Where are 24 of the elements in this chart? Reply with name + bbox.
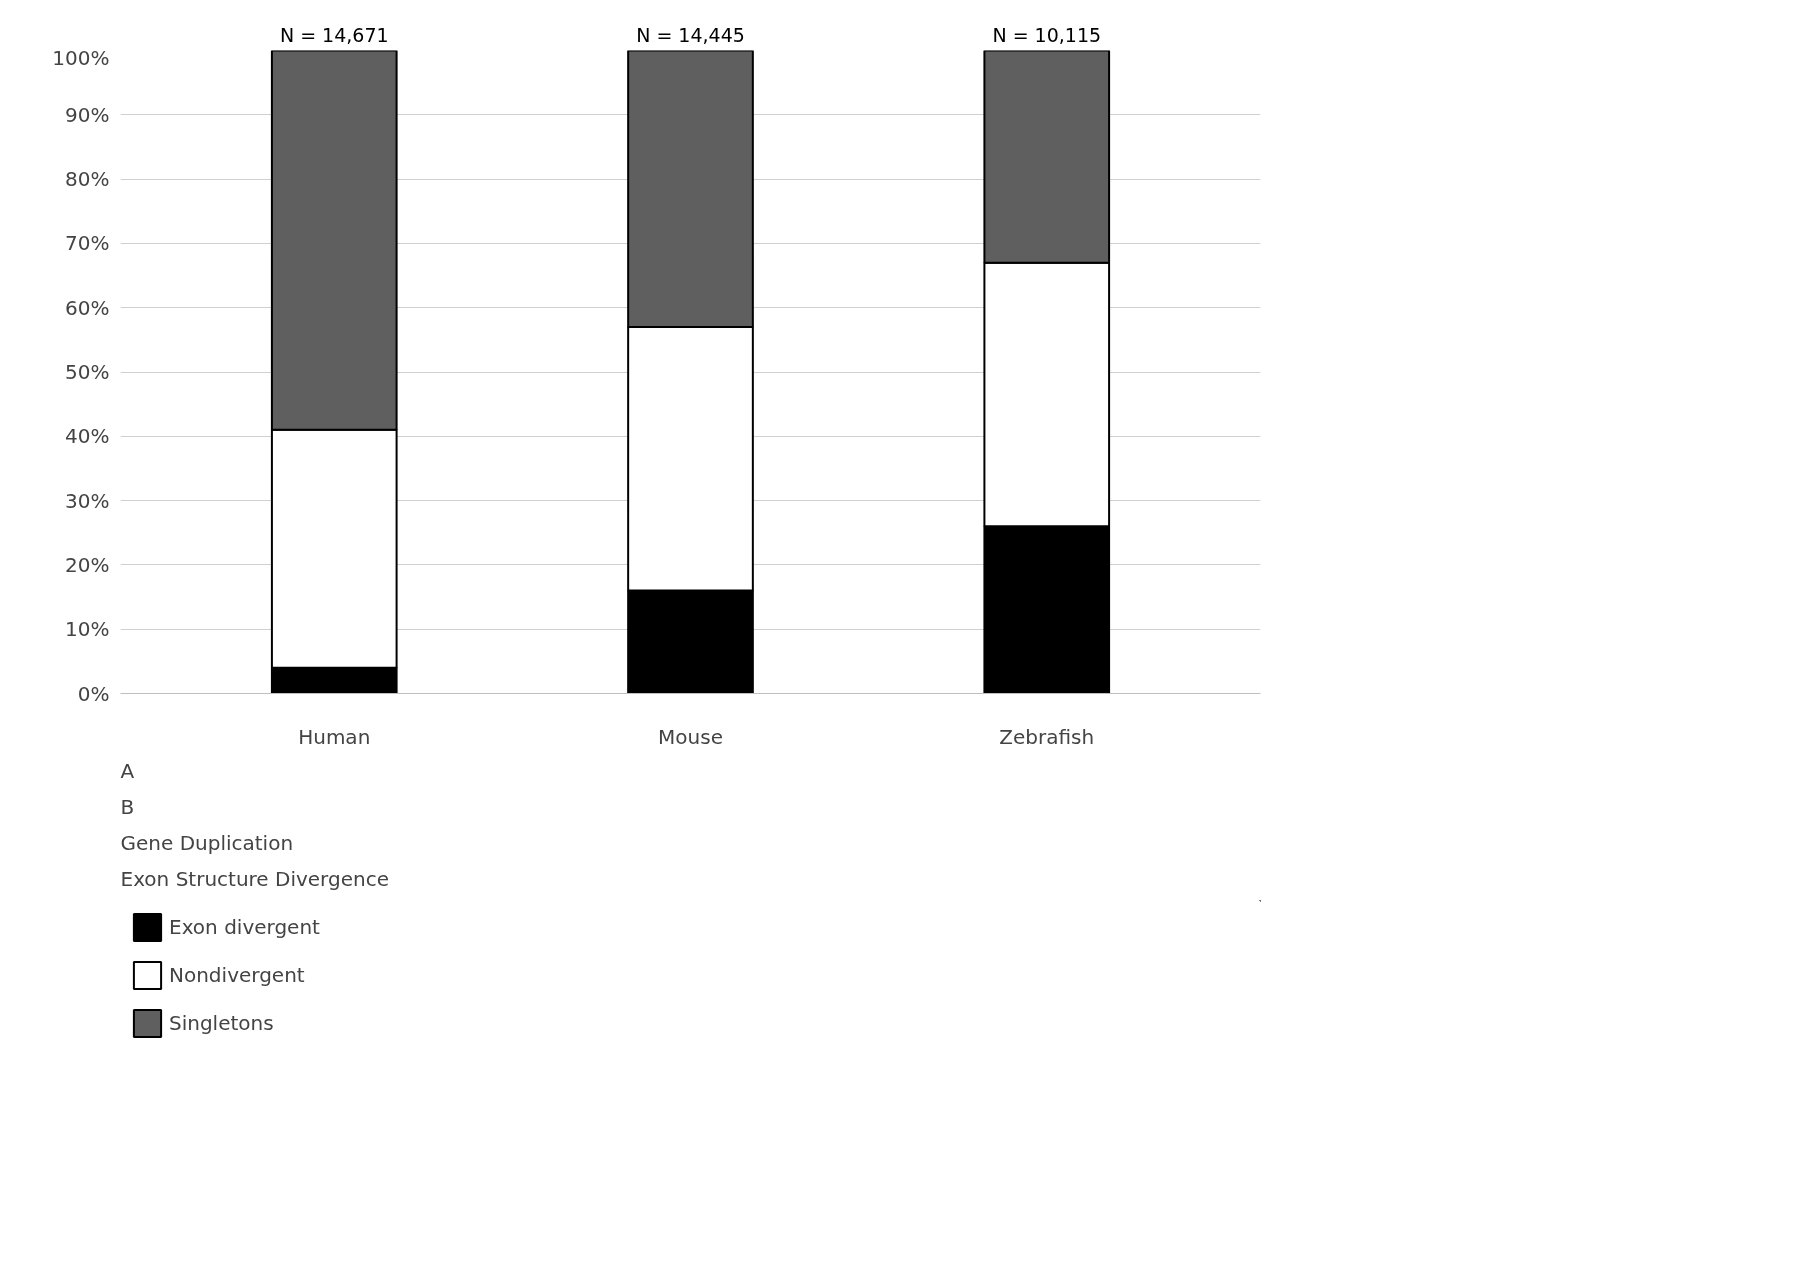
legend-label: Nondivergent (169, 963, 305, 987)
text: B (120, 794, 135, 819)
x-tick-label: Zebrafish (999, 724, 1095, 749)
annotation: N = 14,445 (636, 23, 745, 46)
y-tick-label: 50% (65, 360, 110, 384)
legend-label: Exon divergent (169, 915, 320, 939)
y-tick-label: 20% (65, 552, 110, 577)
y-tick-label: 80% (65, 167, 110, 192)
legend-label: Singletons (169, 1011, 274, 1035)
y-tick-label: 70% (65, 231, 110, 256)
y-tick-label: 0% (77, 681, 110, 706)
x-tick-label: Mouse (658, 724, 723, 749)
y-tick-label: 60% (65, 295, 110, 320)
y-tick-label: 30% (65, 488, 110, 513)
annotation: N = 14,671 (279, 23, 389, 46)
y-tick-label: 40% (65, 424, 110, 449)
x-tick-label: Human (298, 724, 371, 749)
y-tick-label: 100% (52, 45, 110, 70)
text: A (120, 758, 135, 783)
annotation: N = 10,115 (992, 23, 1102, 46)
text: Gene Duplication (120, 830, 294, 855)
y-tick-label: 10% (65, 617, 110, 642)
text: Exon Structure Divergence (120, 866, 389, 891)
y-tick-label: 90% (65, 102, 110, 127)
